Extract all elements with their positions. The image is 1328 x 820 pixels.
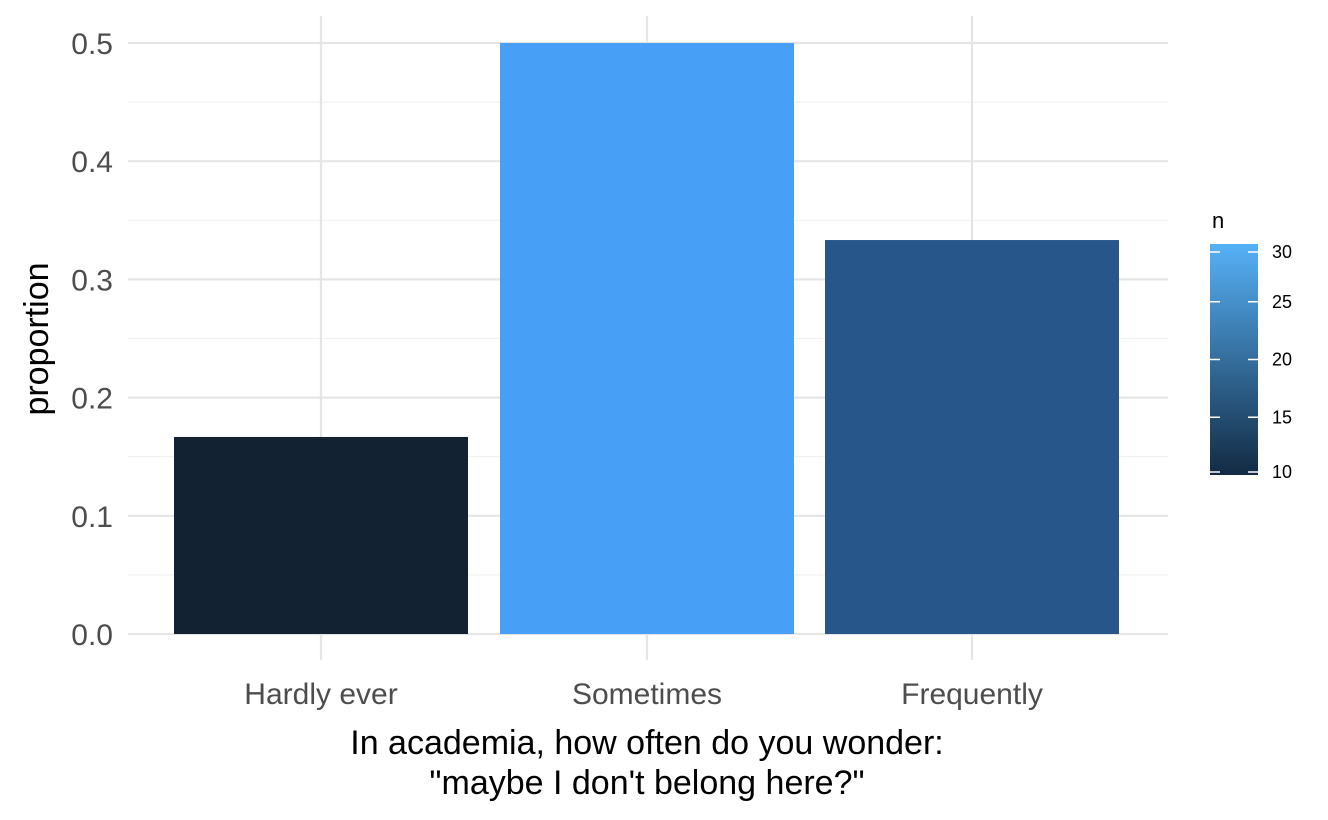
- y-tick-label: 0.3: [71, 264, 113, 297]
- y-tick-label: 0.0: [71, 619, 113, 652]
- x-tick-label: Frequently: [901, 678, 1043, 711]
- x-axis-tick-labels: Hardly ever Sometimes Frequently: [244, 678, 1043, 711]
- bars: [174, 43, 1119, 634]
- legend-ticks: 10 15 20 25 30: [1210, 242, 1292, 482]
- x-axis-title-line-1: In academia, how often do you wonder:: [350, 724, 944, 762]
- x-axis-title-line-2: "maybe I don't belong here?": [429, 764, 864, 802]
- legend-tick-label: 15: [1272, 407, 1292, 427]
- x-tick-label: Sometimes: [572, 678, 722, 711]
- legend-tick-label: 25: [1272, 292, 1292, 312]
- legend-tick-label: 30: [1272, 242, 1292, 262]
- y-axis-tick-labels: 0.0 0.1 0.2 0.3 0.4 0.5: [71, 28, 113, 652]
- y-tick-label: 0.1: [71, 501, 113, 534]
- bar-frequently: [825, 240, 1119, 634]
- y-axis-title: proportion: [18, 262, 56, 415]
- legend-tick-label: 10: [1272, 462, 1292, 482]
- y-tick-label: 0.5: [71, 28, 113, 61]
- legend: n 10 15 20 25 30: [1210, 208, 1292, 482]
- bar-hardly-ever: [174, 436, 468, 634]
- y-tick-label: 0.4: [71, 146, 113, 179]
- legend-tick-label: 20: [1272, 350, 1292, 370]
- y-tick-label: 0.2: [71, 383, 113, 416]
- legend-title: n: [1212, 208, 1224, 233]
- x-tick-label: Hardly ever: [244, 678, 397, 711]
- bar-sometimes: [500, 43, 794, 634]
